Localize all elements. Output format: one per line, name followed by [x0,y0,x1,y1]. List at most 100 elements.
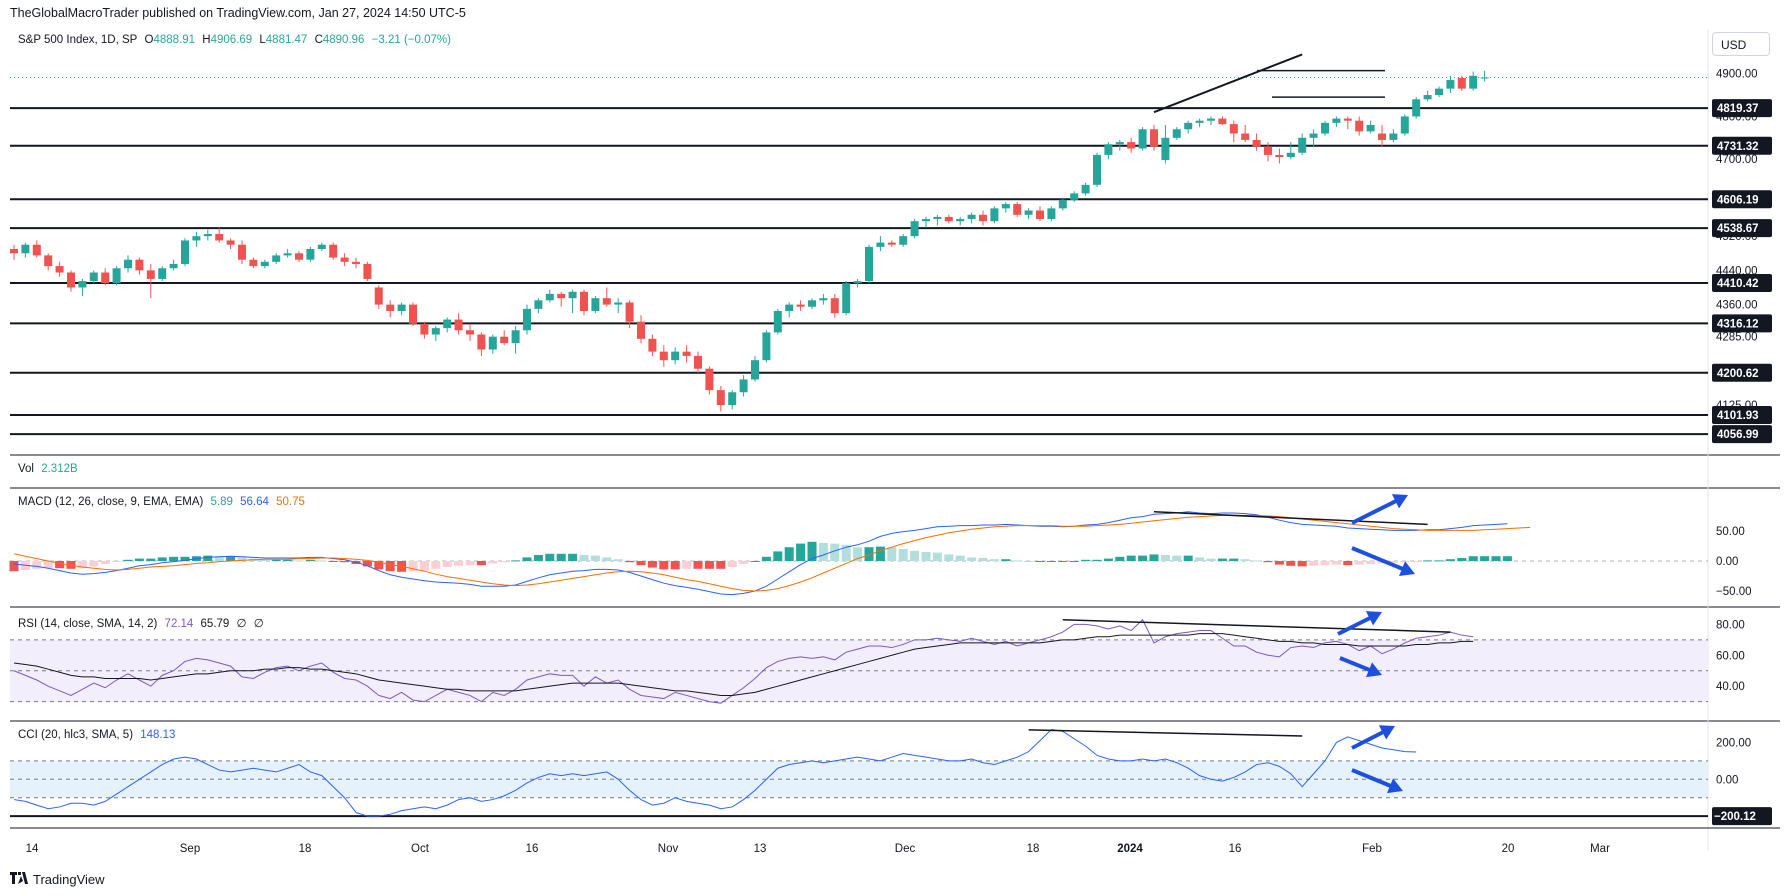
time-axis[interactable]: 14 Sep 18 Oct 16 Nov 13 Dec 18 2024 16 Feb 20 Mar [26,843,1610,855]
candle-body [78,281,87,288]
candle-body [317,244,326,249]
cci-legend[interactable]: CCI (20, hlc3, SMA, 5) 148.13 [18,729,179,741]
candle-body [466,330,474,335]
candle-body [181,240,189,264]
time-tick-label: Sep [180,843,200,855]
macd-arrow-up-head [1391,494,1408,509]
cci-pane[interactable]: 200.00 0.00 −200.12 [10,725,1772,826]
horizontal-levels [10,77,1708,436]
level-tag-label: 4316.12 [1717,318,1759,330]
rsi-arrow-up-shaft [1337,615,1373,636]
level-tag-label: 4410.42 [1717,278,1759,290]
rsi-pane[interactable]: 80.00 60.00 40.00 [10,611,1745,704]
macd-histogram-bar [533,555,543,561]
candle-body [477,334,486,350]
price-tick-label: 4285.00 [1716,332,1758,344]
candle-body [1104,144,1113,155]
cci-arrow-down-head [1387,778,1403,794]
change-value: −3.21 (−0.07%) [371,34,451,46]
macd-histogram-bar [112,561,122,562]
macd-histogram-bar [499,561,509,563]
macd-histogram-bar [1491,556,1501,561]
candle-body [1412,99,1421,117]
candle-body [1036,210,1044,220]
candle-body [614,302,623,305]
macd-histogram-bar [1115,556,1125,561]
cci-value: 148.13 [140,729,176,741]
macd-histogram-bar [910,550,920,561]
rsi-divergence-line [1062,618,1451,633]
tradingview-footer[interactable]: TradingView [10,871,105,888]
macd-tick-label: 0.00 [1716,556,1738,568]
cci-tick-label: 200.00 [1716,737,1751,749]
candle-body [511,330,520,344]
level-tag [1712,363,1772,382]
level-tag-label: 4538.67 [1717,223,1759,235]
macd-histogram-bar [1252,560,1262,562]
macd-histogram-bar [1423,560,1433,562]
macd-histogram-bar [442,561,452,567]
level-tag-label: 4056.99 [1717,429,1759,441]
candle-body [1286,152,1295,158]
ohlc-h: H4906.69 [202,34,253,46]
candle-body [340,257,349,262]
candle-body [169,263,178,269]
macd-histogram-bar [875,546,885,561]
candle-body [215,234,224,241]
candle-body [249,259,258,267]
candle-body [146,270,155,279]
candle-body [283,253,292,256]
macd-histogram-bar [636,561,646,566]
candle-body [203,234,212,237]
macd-histogram-bar [203,555,213,561]
macd-histogram-bar [169,556,179,561]
candle-body [1229,124,1238,134]
candle-body [716,390,725,406]
time-tick-label: 20 [1502,843,1515,855]
macd-histogram-bar [1263,561,1273,563]
volume-legend[interactable]: Vol 2.312B [18,463,82,475]
macd-legend[interactable]: MACD (12, 26, close, 9, EMA, EMA) 5.89 5… [18,496,309,508]
macd-histogram-bar [362,561,372,567]
macd-histogram-bar [226,556,236,561]
candle-body [272,255,281,262]
price-axis[interactable]: 4900.004800.004700.004520.004440.004360.… [1712,69,1772,444]
macd-pane[interactable]: 50.00 0.00 −50.00 [9,494,1752,598]
macd-histogram-bar [1069,561,1079,562]
candle-body [500,336,509,344]
macd-histogram-bar [1217,558,1227,561]
macd-histogram-bar [693,561,703,569]
candle-body [1309,133,1318,138]
macd-histogram-bar [340,561,350,563]
time-tick-label: 13 [754,843,767,855]
level-tag-label: 4606.19 [1717,194,1759,206]
macd-histogram-bar [647,561,657,568]
macd-arrow-down-head [1399,561,1415,577]
candle-body [363,263,372,279]
rsi-tick-label: 80.00 [1716,619,1745,631]
macd-histogram-bar [1331,561,1341,565]
macd-histogram-bar [1434,560,1444,562]
candle-body [44,255,53,267]
candle-body [1172,129,1181,138]
candle-body [135,259,144,271]
candle-body [1001,204,1010,209]
symbol-label[interactable]: S&P 500 Index, 1D, SP [18,34,138,46]
macd-tick-label: −50.00 [1716,586,1752,598]
cci-arrow-up-shaft [1351,729,1386,750]
candle-body [112,268,121,284]
candle-body [488,336,497,350]
candle-body [1252,139,1261,147]
rsi-legend[interactable]: RSI (14, close, SMA, 14, 2) 72.14 65.79 … [18,616,268,630]
cci-level-tag [1712,807,1772,826]
macd-histogram-bar [1502,556,1512,561]
candle-body [785,304,794,312]
candle-body [374,287,383,305]
macd-histogram-bar [613,559,623,561]
currency-button[interactable]: USD [1712,32,1770,56]
macd-histogram-bar [1092,559,1102,561]
cci-arrow-up-head [1378,725,1395,740]
macd-title: MACD (12, 26, close, 9, EMA, EMA) [18,496,204,508]
price-legend[interactable]: S&P 500 Index, 1D, SP O4888.91 H4906.69 … [18,34,455,46]
